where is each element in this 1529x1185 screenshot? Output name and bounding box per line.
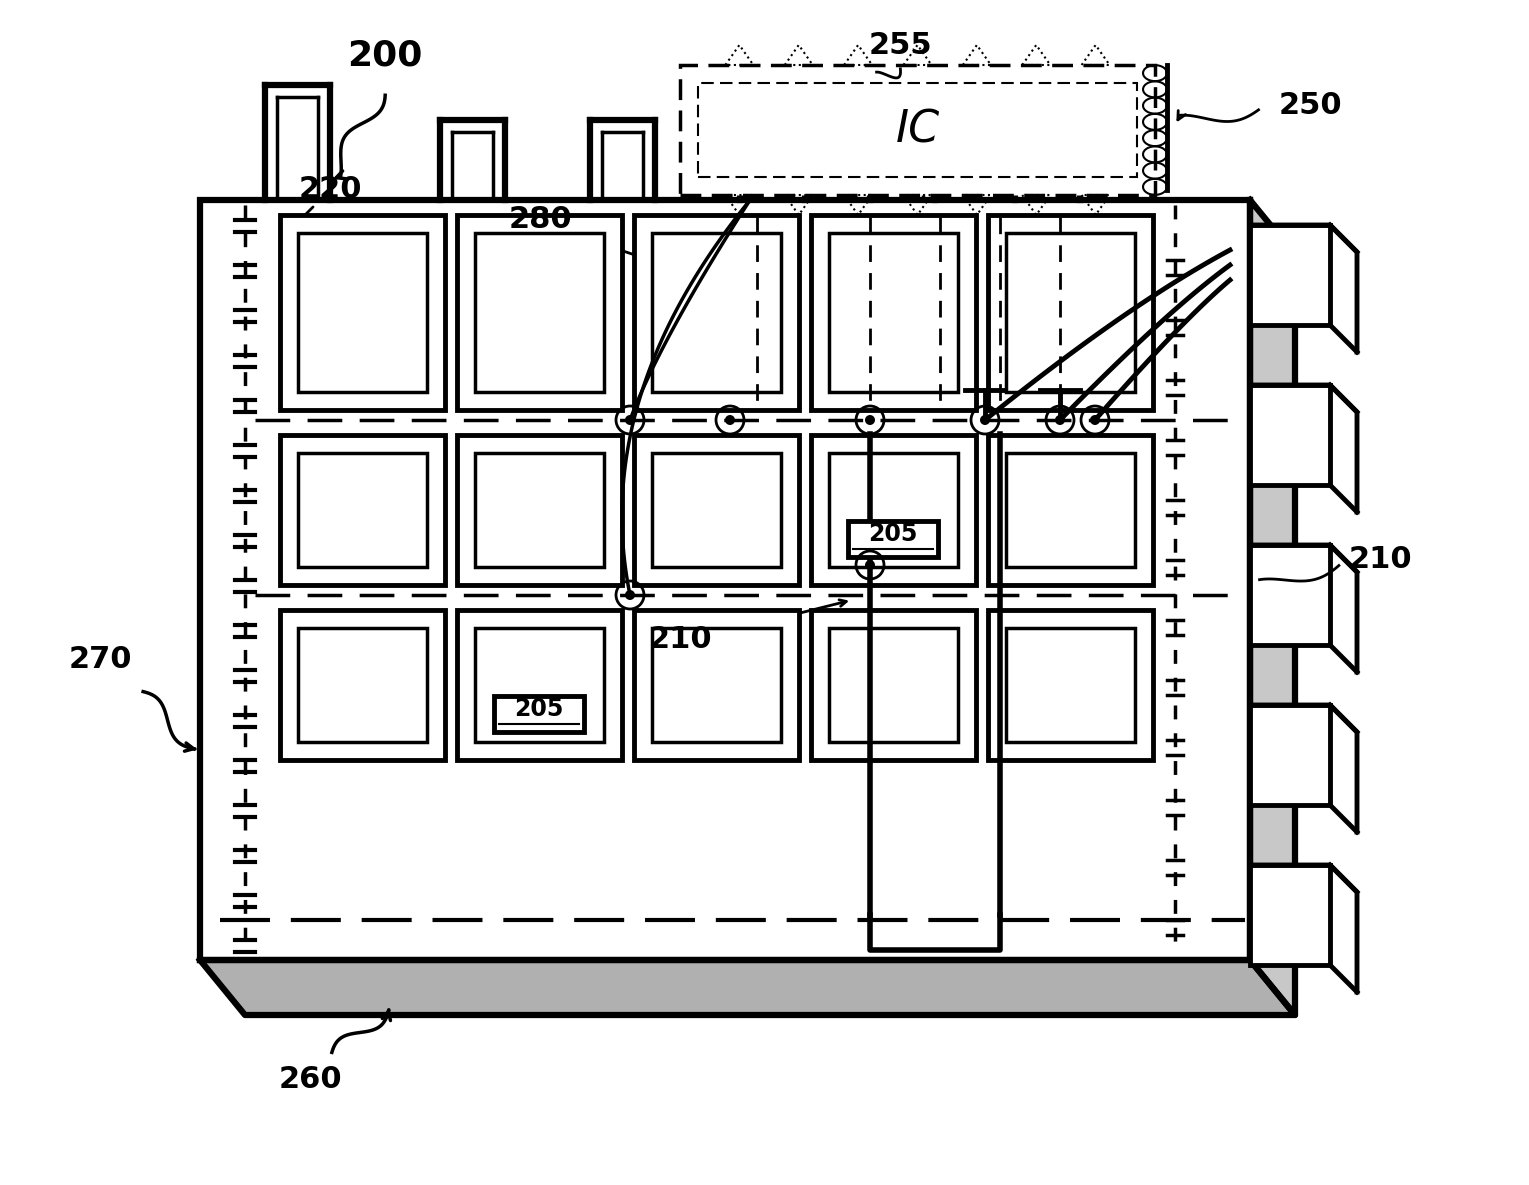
Polygon shape bbox=[200, 960, 1295, 1016]
Bar bbox=[651, 628, 781, 742]
Bar bbox=[829, 453, 959, 566]
Polygon shape bbox=[1251, 200, 1295, 1016]
Bar bbox=[988, 610, 1153, 760]
Text: 250: 250 bbox=[1278, 90, 1342, 120]
Bar bbox=[635, 214, 800, 410]
Text: 205: 205 bbox=[514, 697, 564, 720]
Circle shape bbox=[1055, 415, 1066, 425]
Bar bbox=[1006, 628, 1135, 742]
Bar bbox=[680, 65, 1154, 196]
Text: 220: 220 bbox=[298, 175, 362, 205]
Text: 210: 210 bbox=[648, 626, 713, 654]
Bar bbox=[457, 610, 622, 760]
Bar bbox=[1251, 385, 1330, 485]
Bar bbox=[1251, 705, 1330, 805]
Circle shape bbox=[865, 561, 875, 570]
Bar bbox=[651, 453, 781, 566]
Bar bbox=[810, 435, 976, 585]
Bar bbox=[494, 696, 584, 732]
Text: 210: 210 bbox=[1349, 545, 1411, 575]
Text: 205: 205 bbox=[868, 523, 917, 546]
Bar bbox=[1006, 233, 1135, 392]
Bar bbox=[1251, 545, 1330, 645]
Circle shape bbox=[865, 415, 875, 425]
Text: 255: 255 bbox=[868, 31, 931, 59]
Circle shape bbox=[625, 415, 635, 425]
Bar bbox=[298, 453, 427, 566]
Bar bbox=[1006, 453, 1135, 566]
Circle shape bbox=[1090, 415, 1099, 425]
Bar bbox=[988, 214, 1153, 410]
Text: 270: 270 bbox=[69, 646, 131, 674]
Bar bbox=[1251, 865, 1330, 965]
Bar bbox=[829, 628, 959, 742]
Bar bbox=[476, 233, 604, 392]
Bar bbox=[476, 628, 604, 742]
Text: 200: 200 bbox=[347, 38, 422, 72]
Bar bbox=[810, 610, 976, 760]
Bar bbox=[829, 233, 959, 392]
Bar bbox=[651, 233, 781, 392]
Bar bbox=[457, 435, 622, 585]
Bar bbox=[298, 233, 427, 392]
Bar bbox=[699, 83, 1138, 177]
Bar bbox=[635, 435, 800, 585]
Bar bbox=[476, 453, 604, 566]
Bar bbox=[988, 435, 1153, 585]
Bar bbox=[457, 214, 622, 410]
Text: 260: 260 bbox=[278, 1065, 342, 1095]
Bar bbox=[280, 610, 445, 760]
Circle shape bbox=[980, 415, 989, 425]
Bar bbox=[635, 610, 800, 760]
Bar bbox=[280, 435, 445, 585]
Bar bbox=[298, 628, 427, 742]
Text: IC: IC bbox=[896, 109, 940, 152]
Bar bbox=[1251, 225, 1330, 325]
Circle shape bbox=[725, 415, 735, 425]
Bar bbox=[280, 214, 445, 410]
Bar bbox=[849, 521, 937, 557]
Bar bbox=[200, 200, 1251, 960]
Bar bbox=[810, 214, 976, 410]
Text: 280: 280 bbox=[508, 205, 572, 235]
Circle shape bbox=[625, 590, 635, 600]
